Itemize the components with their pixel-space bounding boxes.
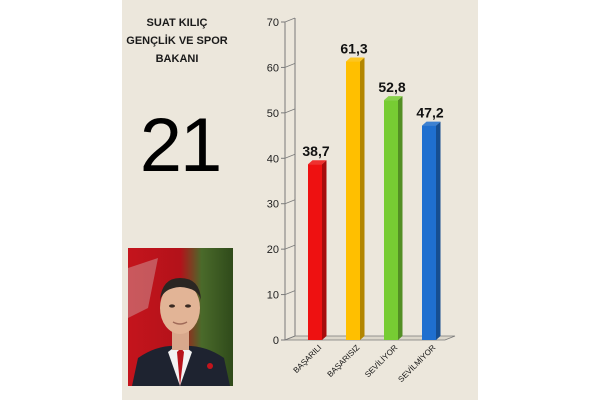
y-tick-label: 10 [267, 290, 279, 302]
y-tick-label: 0 [273, 335, 279, 347]
person-photo [128, 248, 233, 386]
y-tick-mark [284, 244, 296, 250]
y-tick-label: 30 [267, 199, 279, 211]
bar-top [384, 96, 403, 101]
y-tick-mark [284, 17, 296, 23]
y-tick-mark [284, 63, 296, 68]
bars [308, 57, 441, 340]
chart-axes [284, 18, 456, 341]
bar-side [360, 57, 365, 340]
category-label: SEVİLİYOR [363, 343, 399, 379]
value-label: 52,8 [378, 79, 405, 95]
y-tick-mark [284, 153, 296, 159]
portrait-image [128, 248, 233, 386]
person-name: SUAT KILIÇ [146, 17, 208, 29]
bar-front [308, 164, 322, 340]
bar-top [422, 121, 441, 126]
bar-side [322, 160, 327, 340]
bar-front [346, 61, 360, 340]
y-tick-mark [284, 199, 296, 205]
person-role-line-1: GENÇLİK VE SPOR [126, 35, 228, 47]
y-tick-mark [284, 290, 296, 295]
value-label: 47,2 [416, 105, 443, 121]
person-role-line-2: BAKANI [155, 53, 199, 65]
bar-top [346, 57, 365, 62]
y-tick-label: 20 [267, 244, 279, 256]
bar-front [422, 125, 436, 340]
category-label: SEVİLMİYOR [396, 343, 437, 384]
bar [422, 121, 441, 340]
bar-top [308, 160, 327, 165]
value-label: 61,3 [340, 41, 367, 57]
y-ticks: 0 10 20 30 40 50 60 70 [267, 17, 296, 347]
y-tick-label: 60 [267, 62, 279, 74]
person-title: SUAT KILIÇ GENÇLİK VE SPOR BAKANI [122, 14, 232, 68]
y-tick-mark [284, 335, 296, 341]
bar-side [436, 121, 441, 340]
category-label: BAŞARISIZ [325, 343, 361, 379]
y-tick-label: 40 [267, 153, 279, 165]
value-label: 38,7 [302, 143, 329, 159]
y-tick-mark [284, 108, 296, 114]
bar-side [398, 96, 403, 340]
rank-number: 21 [139, 103, 223, 188]
bar [384, 96, 403, 340]
category-label: BAŞARILI [292, 343, 324, 375]
bar [308, 160, 327, 340]
value-labels: 38,7 61,3 52,8 47,2 [302, 41, 443, 160]
y-tick-label: 70 [267, 17, 279, 29]
y-tick-label: 50 [267, 108, 279, 120]
bar [346, 57, 365, 340]
bar-front [384, 100, 398, 340]
